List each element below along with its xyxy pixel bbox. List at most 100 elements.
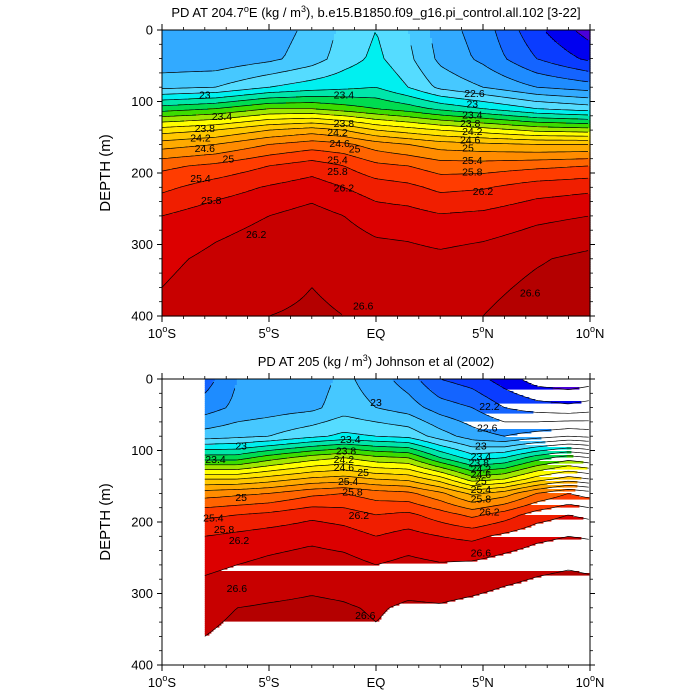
density-band [434,437,466,440]
density-band [162,192,243,195]
contour-label: 25.8 [462,167,483,179]
density-band [162,112,227,115]
density-band [292,304,331,307]
density-band [246,64,315,67]
density-band [326,395,366,398]
contour-line [161,127,588,145]
density-band [352,439,420,442]
density-band [346,96,413,99]
density-band [330,453,354,456]
density-band [244,228,363,231]
density-band [502,96,577,99]
density-band [448,537,484,540]
density-band [536,168,591,171]
density-band [204,563,242,566]
density-band [204,467,252,470]
density-band [188,98,259,101]
density-band [204,471,262,474]
density-band [162,262,185,265]
density-band [198,164,277,167]
density-band [506,76,557,79]
density-band [306,66,351,69]
density-band [438,413,486,416]
y-tick-label: 200 [131,515,153,530]
density-band [272,60,325,63]
contour-line [518,30,589,72]
density-band [466,116,529,119]
title-part: ), b.e15.B1850.f09_g16.pi_control.all.10… [306,5,581,20]
density-band [566,455,574,458]
density-band [434,54,471,57]
density-band [488,310,591,313]
density-band [524,38,553,41]
density-band [204,631,212,634]
density-band [354,417,418,420]
density-band [204,395,234,398]
density-band [190,138,257,141]
density-band [330,383,358,386]
x-tick-degree: o [590,673,595,683]
density-band [428,533,502,536]
density-band [344,463,412,466]
density-band [456,419,500,422]
density-band [436,395,486,398]
x-tick-main: 10 [576,675,590,690]
density-band [214,443,288,446]
density-band [350,220,561,223]
density-band [452,110,511,113]
density-band [578,252,591,255]
y-tick-label: 100 [131,443,153,458]
density-band [466,40,499,43]
density-band [440,481,460,484]
contour-label: 25.8 [342,486,363,498]
x-tick-label: 10oS [148,673,176,690]
density-band [300,178,321,181]
contour-label: 25.4 [190,173,211,185]
density-band [338,493,348,496]
density-band [236,459,272,462]
density-band [462,457,502,460]
density-band [204,435,270,438]
density-band [460,491,498,494]
density-band [162,90,233,93]
contour-line [204,481,589,503]
density-band [432,40,467,43]
density-band [338,72,397,75]
density-band [264,218,349,221]
density-band [554,467,588,470]
density-band [482,86,537,89]
contour-line [204,415,589,448]
density-band [204,403,230,406]
density-band [522,487,548,490]
density-band [570,52,591,55]
density-band [410,469,434,472]
density-band [162,308,287,311]
density-band [560,44,591,47]
density-band [322,405,376,408]
density-band [520,453,550,456]
density-band [204,527,268,530]
density-band [162,50,289,53]
density-band [432,391,480,394]
density-band [446,473,466,476]
density-band [474,389,508,392]
density-band [324,449,362,452]
density-band [468,445,512,448]
density-band [422,72,453,75]
density-band [284,56,329,59]
density-band [434,411,482,414]
density-band [454,120,521,123]
density-band [430,134,525,137]
density-band [440,114,503,117]
density-band [204,577,534,580]
density-band [208,389,236,392]
density-band [162,84,223,87]
density-band [516,507,552,510]
density-band [418,64,441,67]
density-band [396,120,455,123]
density-band [424,407,474,410]
density-band [232,122,311,125]
density-band [422,112,479,115]
density-band [204,180,293,183]
